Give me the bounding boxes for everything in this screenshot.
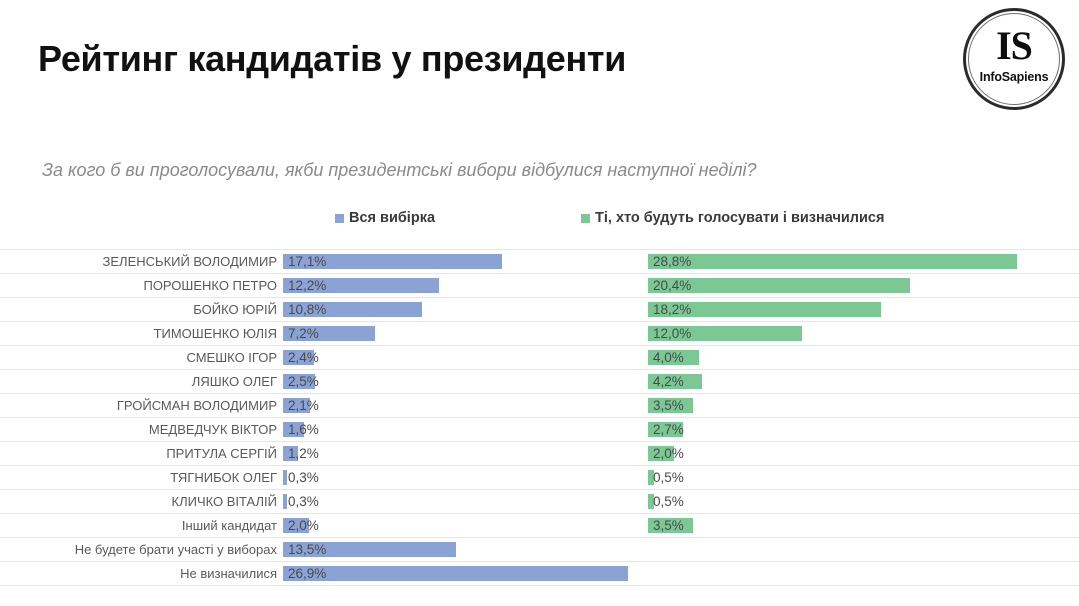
bar-value-label: 3,5% (653, 518, 684, 533)
chart-row: СМЕШКО ІГОР 2,4% 4,0% (0, 346, 1079, 370)
category-label: Інший кандидат (181, 518, 277, 533)
bar-green (648, 518, 693, 533)
legend-item-all-sample: Вся вибірка (335, 210, 435, 226)
logo-monogram: IS (996, 23, 1033, 68)
category-label: ПОРОШЕНКО ПЕТРО (143, 278, 277, 293)
bar-value-label: 28,8% (653, 254, 692, 269)
bar-value-label: 12,0% (653, 326, 692, 341)
bar-value-label: 1,6% (288, 422, 319, 437)
chart-row: ТИМОШЕНКО ЮЛІЯ 7,2% 12,0% (0, 322, 1079, 346)
chart-row: БОЙКО ЮРІЙ 10,8% 18,2% (0, 298, 1079, 322)
bar-value-label: 1,2% (288, 446, 319, 461)
bar-green (648, 494, 655, 509)
bar-blue (283, 422, 304, 437)
bar-blue (283, 518, 309, 533)
chart-row: ЗЕЛЕНСЬКИЙ ВОЛОДИМИР 17,1% 28,8% (0, 249, 1079, 274)
chart-row: Не визначилися 26,9% (0, 562, 1079, 586)
bar-green (648, 350, 700, 365)
bar-green (648, 302, 882, 317)
category-label: ТИМОШЕНКО ЮЛІЯ (153, 326, 277, 341)
category-label: ПРИТУЛА СЕРГІЙ (166, 446, 277, 461)
chart-row: ГРОЙСМАН ВОЛОДИМИР 2,1% 3,5% (0, 394, 1079, 418)
bar-blue (283, 494, 287, 509)
bar-blue (283, 566, 629, 581)
category-label: ГРОЙСМАН ВОЛОДИМИР (116, 398, 277, 413)
infosapiens-logo: IS InfoSapiens (963, 8, 1065, 110)
bar-value-label: 0,3% (288, 494, 319, 509)
category-label: ТЯГНИБОК ОЛЕГ (170, 470, 277, 485)
logo-inner-ring (968, 13, 1060, 105)
bar-value-label: 12,2% (288, 278, 327, 293)
bar-value-label: 18,2% (653, 302, 692, 317)
bar-green (648, 446, 674, 461)
chart-row: ТЯГНИБОК ОЛЕГ 0,3% 0,5% (0, 466, 1079, 490)
bar-value-label: 10,8% (288, 302, 327, 317)
bar-blue (283, 446, 299, 461)
category-label: Не будете брати участі у виборах (74, 542, 277, 557)
bar-value-label: 2,1% (288, 398, 319, 413)
chart-row: ЛЯШКО ОЛЕГ 2,5% 4,2% (0, 370, 1079, 394)
logo-outer-ring (963, 8, 1065, 110)
bar-value-label: 4,2% (653, 374, 684, 389)
bar-value-label: 2,0% (653, 446, 684, 461)
bar-green (648, 326, 802, 341)
bar-blue (283, 302, 422, 317)
chart-legend: Вся вибірка Ті, хто будуть голосувати і … (0, 210, 1079, 232)
category-label: Не визначилися (180, 566, 277, 581)
bar-blue (283, 542, 457, 557)
bar-green (648, 470, 655, 485)
category-label: МЕДВЕДЧУК ВІКТОР (148, 422, 277, 437)
bar-value-label: 13,5% (288, 542, 327, 557)
category-label: СМЕШКО ІГОР (186, 350, 277, 365)
survey-question: За кого б ви проголосували, якби президе… (42, 160, 757, 180)
legend-label: Вся вибірка (349, 210, 436, 226)
logo-wordmark: InfoSapiens (979, 70, 1049, 84)
bar-blue (283, 278, 440, 293)
legend-label: Ті, хто будуть голосувати і визначилися (595, 210, 885, 226)
bar-blue (283, 398, 310, 413)
category-label: ЗЕЛЕНСЬКИЙ ВОЛОДИМИР (102, 254, 277, 269)
bar-value-label: 26,9% (288, 566, 327, 581)
bar-value-label: 7,2% (288, 326, 319, 341)
bar-value-label: 3,5% (653, 398, 684, 413)
bar-value-label: 2,4% (288, 350, 319, 365)
chart-row: Інший кандидат 2,0% 3,5% (0, 514, 1079, 538)
bar-value-label: 0,3% (288, 470, 319, 485)
bar-value-label: 20,4% (653, 278, 692, 293)
bar-green (648, 374, 702, 389)
bar-green (648, 398, 693, 413)
bar-value-label: 4,0% (653, 350, 684, 365)
legend-item-decided-voters: Ті, хто будуть голосувати і визначилися (581, 210, 884, 226)
page-title: Рейтинг кандидатів у президенти (38, 38, 627, 79)
bar-value-label: 2,7% (653, 422, 684, 437)
bar-green (648, 254, 1018, 269)
legend-swatch-icon (335, 213, 344, 223)
bar-value-label: 17,1% (288, 254, 327, 269)
bar-blue (283, 254, 503, 269)
bar-value-label: 0,5% (653, 494, 684, 509)
chart-row: КЛИЧКО ВІТАЛІЙ 0,3% 0,5% (0, 490, 1079, 514)
chart-row: МЕДВЕДЧУК ВІКТОР 1,6% 2,7% (0, 418, 1079, 442)
category-label: ЛЯШКО ОЛЕГ (191, 374, 277, 389)
bar-value-label: 2,0% (288, 518, 319, 533)
bar-value-label: 2,5% (288, 374, 319, 389)
chart-row: ПОРОШЕНКО ПЕТРО 12,2% 20,4% (0, 274, 1079, 298)
bar-green (648, 278, 910, 293)
bar-blue (283, 374, 316, 389)
bar-blue (283, 350, 314, 365)
chart-row: ПРИТУЛА СЕРГІЙ 1,2% 2,0% (0, 442, 1079, 466)
candidate-rating-bar-chart: ЗЕЛЕНСЬКИЙ ВОЛОДИМИР 17,1% 28,8% ПОРОШЕНКО … (0, 249, 1079, 586)
chart-row: Не будете брати участі у виборах 13,5% (0, 538, 1079, 562)
bar-blue (283, 326, 376, 341)
bar-blue (283, 470, 287, 485)
category-label: КЛИЧКО ВІТАЛІЙ (171, 494, 278, 509)
category-label: БОЙКО ЮРІЙ (193, 302, 277, 317)
bar-value-label: 0,5% (653, 470, 684, 485)
bar-green (648, 422, 683, 437)
legend-swatch-icon (581, 213, 590, 223)
